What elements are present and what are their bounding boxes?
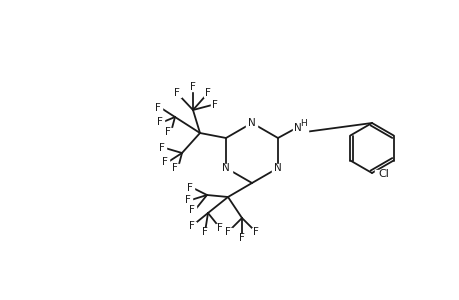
Bar [171, 164, 179, 172]
Text: F: F [189, 205, 195, 215]
Text: F: F [202, 227, 207, 237]
Text: N: N [274, 163, 281, 173]
Text: F: F [224, 227, 230, 237]
Bar [203, 89, 212, 97]
Text: Cl: Cl [378, 169, 389, 179]
Text: F: F [187, 183, 192, 193]
Bar [246, 118, 257, 127]
Bar [216, 224, 224, 232]
Bar [173, 89, 180, 97]
Text: F: F [217, 223, 223, 233]
Text: F: F [185, 195, 190, 205]
Text: F: F [157, 117, 162, 127]
Text: N: N [247, 118, 255, 128]
Bar [156, 118, 164, 126]
Bar [293, 119, 308, 133]
Text: N: N [222, 163, 230, 173]
Bar [224, 228, 231, 236]
Text: F: F [212, 100, 218, 110]
Text: F: F [189, 221, 195, 231]
Text: F: F [165, 127, 171, 137]
Text: F: F [174, 88, 179, 98]
Text: F: F [172, 163, 178, 173]
Bar [164, 128, 172, 136]
Text: F: F [159, 143, 165, 153]
Bar [252, 228, 259, 236]
Bar [272, 164, 283, 172]
Text: F: F [205, 88, 211, 98]
Bar [154, 104, 162, 112]
Bar [220, 164, 231, 172]
Text: F: F [252, 227, 258, 237]
Text: H: H [300, 118, 307, 127]
Bar [201, 228, 208, 236]
Bar [375, 169, 392, 178]
Bar [189, 83, 196, 91]
Bar [237, 234, 246, 242]
Bar [157, 144, 166, 152]
Text: F: F [239, 233, 244, 243]
Text: F: F [162, 157, 168, 167]
Bar [211, 101, 218, 109]
Bar [161, 158, 168, 166]
Bar [184, 196, 191, 204]
Text: F: F [190, 82, 196, 92]
Text: F: F [155, 103, 161, 113]
Bar [188, 222, 196, 230]
Text: N: N [293, 123, 301, 133]
Bar [185, 184, 194, 192]
Bar [188, 206, 196, 214]
